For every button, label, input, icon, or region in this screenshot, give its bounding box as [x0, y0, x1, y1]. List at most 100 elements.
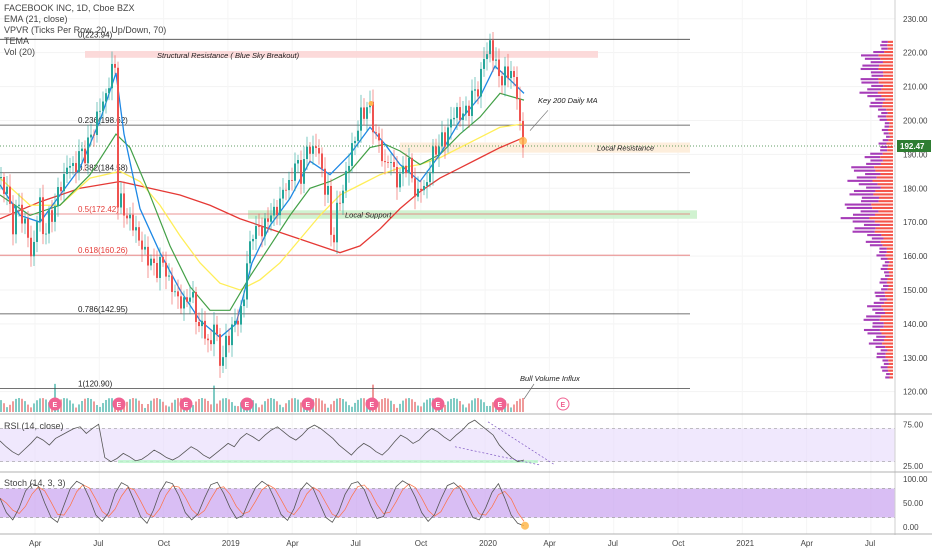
vpvr-bar — [878, 67, 893, 71]
vpvr-bar — [882, 369, 889, 372]
ma-line-red — [0, 136, 525, 254]
candle-body — [456, 107, 458, 118]
candle-body — [252, 238, 254, 242]
volume-bar — [396, 407, 398, 412]
candle-body — [198, 321, 200, 327]
candle-body — [171, 275, 173, 292]
vpvr-bar — [882, 159, 893, 162]
candle-body — [441, 132, 443, 147]
candle-body — [282, 189, 284, 199]
rsi-pane: 75.00 25.00 — [0, 419, 924, 471]
candle-body — [45, 233, 47, 235]
vpvr-bar — [879, 318, 893, 321]
vpvr-bar — [882, 61, 893, 64]
vpvr-bar — [889, 376, 893, 379]
vpvr-bar — [882, 264, 889, 267]
fib-level-label: 1(120.90) — [78, 380, 113, 389]
volume-bar — [324, 403, 326, 412]
price-tick-label: 190.00 — [903, 150, 928, 159]
vpvr-bar — [886, 373, 890, 376]
price-tick-label: 140.00 — [903, 320, 928, 329]
indicator-vol[interactable]: Vol (20) — [4, 47, 36, 57]
vpvr-bar — [866, 186, 881, 189]
vpvr-bar — [887, 349, 893, 352]
vpvr-bar — [872, 325, 884, 328]
volume-bar — [507, 403, 509, 412]
price-tick-label: 120.00 — [903, 388, 928, 397]
candle-body — [42, 197, 44, 235]
indicator-vpvr[interactable]: VPVR (Ticks Per Row, 20, Up/Down, 70) — [4, 25, 167, 35]
vpvr-bar — [885, 312, 893, 315]
volume-bar — [519, 398, 521, 412]
candle-body — [354, 140, 356, 144]
vpvr-bar — [886, 247, 893, 250]
candle-body — [294, 163, 296, 181]
volume-bar — [84, 398, 86, 412]
vpvr-bar — [872, 206, 893, 210]
candle-body — [123, 193, 125, 216]
candle-body — [246, 263, 248, 300]
candle-body — [105, 93, 107, 102]
candle-body — [477, 89, 479, 97]
volume-bar — [462, 404, 464, 412]
candle-body — [297, 160, 299, 164]
vpvr-bar — [875, 98, 886, 101]
candle-body — [57, 187, 59, 207]
price-tick-label: 230.00 — [903, 15, 928, 24]
earnings-marker-circle — [240, 397, 254, 411]
volume-bar — [333, 400, 335, 412]
candle-body — [177, 291, 179, 297]
volume-bar — [387, 398, 389, 412]
rsi-support-zone — [118, 460, 538, 464]
candle-body — [192, 292, 194, 298]
volume-bar — [231, 402, 233, 412]
candle-body — [474, 89, 476, 91]
vpvr-bar — [883, 74, 893, 77]
vpvr-bar — [881, 128, 888, 132]
vpvr-bar — [863, 223, 880, 226]
volume-bar — [276, 401, 278, 412]
candle-body — [15, 205, 17, 235]
vpvr-bar — [887, 149, 893, 152]
vpvr-bar — [878, 196, 893, 199]
price-tick-label: 160.00 — [903, 252, 928, 261]
candle-body — [138, 227, 140, 241]
vpvr-bar — [889, 122, 893, 125]
annotations: Structural Resistance ( Blue Sky Breakou… — [157, 51, 654, 400]
vpvr-bar — [879, 298, 887, 301]
candle-body — [180, 296, 182, 309]
candle-body — [39, 197, 41, 222]
volume-bar — [321, 400, 323, 412]
volume-bar — [174, 399, 176, 412]
annotation-zone — [400, 142, 690, 153]
candle-body — [126, 215, 128, 219]
vpvr-bar — [882, 359, 889, 362]
vpvr-bar — [871, 203, 893, 206]
volume-bar — [411, 399, 413, 412]
rsi-label[interactable]: RSI (14, close) — [4, 421, 64, 431]
indicator-ema[interactable]: EMA (21, close) — [4, 14, 68, 24]
vpvr-bar — [867, 234, 882, 237]
candle-body — [414, 178, 416, 197]
vpvr-bar — [866, 315, 881, 318]
vpvr-bar — [867, 332, 882, 335]
vpvr-bar — [852, 220, 875, 223]
candle-body — [114, 63, 116, 68]
volume-bar — [360, 398, 362, 412]
indicator-tema[interactable]: TEMA — [4, 36, 30, 46]
vpvr-bar — [860, 78, 879, 81]
candle-body — [498, 59, 500, 77]
candle-body — [87, 137, 89, 164]
stoch-label[interactable]: Stoch (14, 3, 3) — [4, 478, 66, 488]
volume-bar — [138, 400, 140, 412]
candle-body — [54, 206, 56, 222]
vpvr-bar — [873, 301, 885, 304]
candle-body — [402, 165, 404, 174]
fib-level-label: 0.618(160.26) — [78, 246, 128, 255]
vpvr-bar — [886, 118, 893, 121]
volume-bar — [162, 401, 164, 412]
time-tick-label: Apr — [286, 539, 299, 548]
